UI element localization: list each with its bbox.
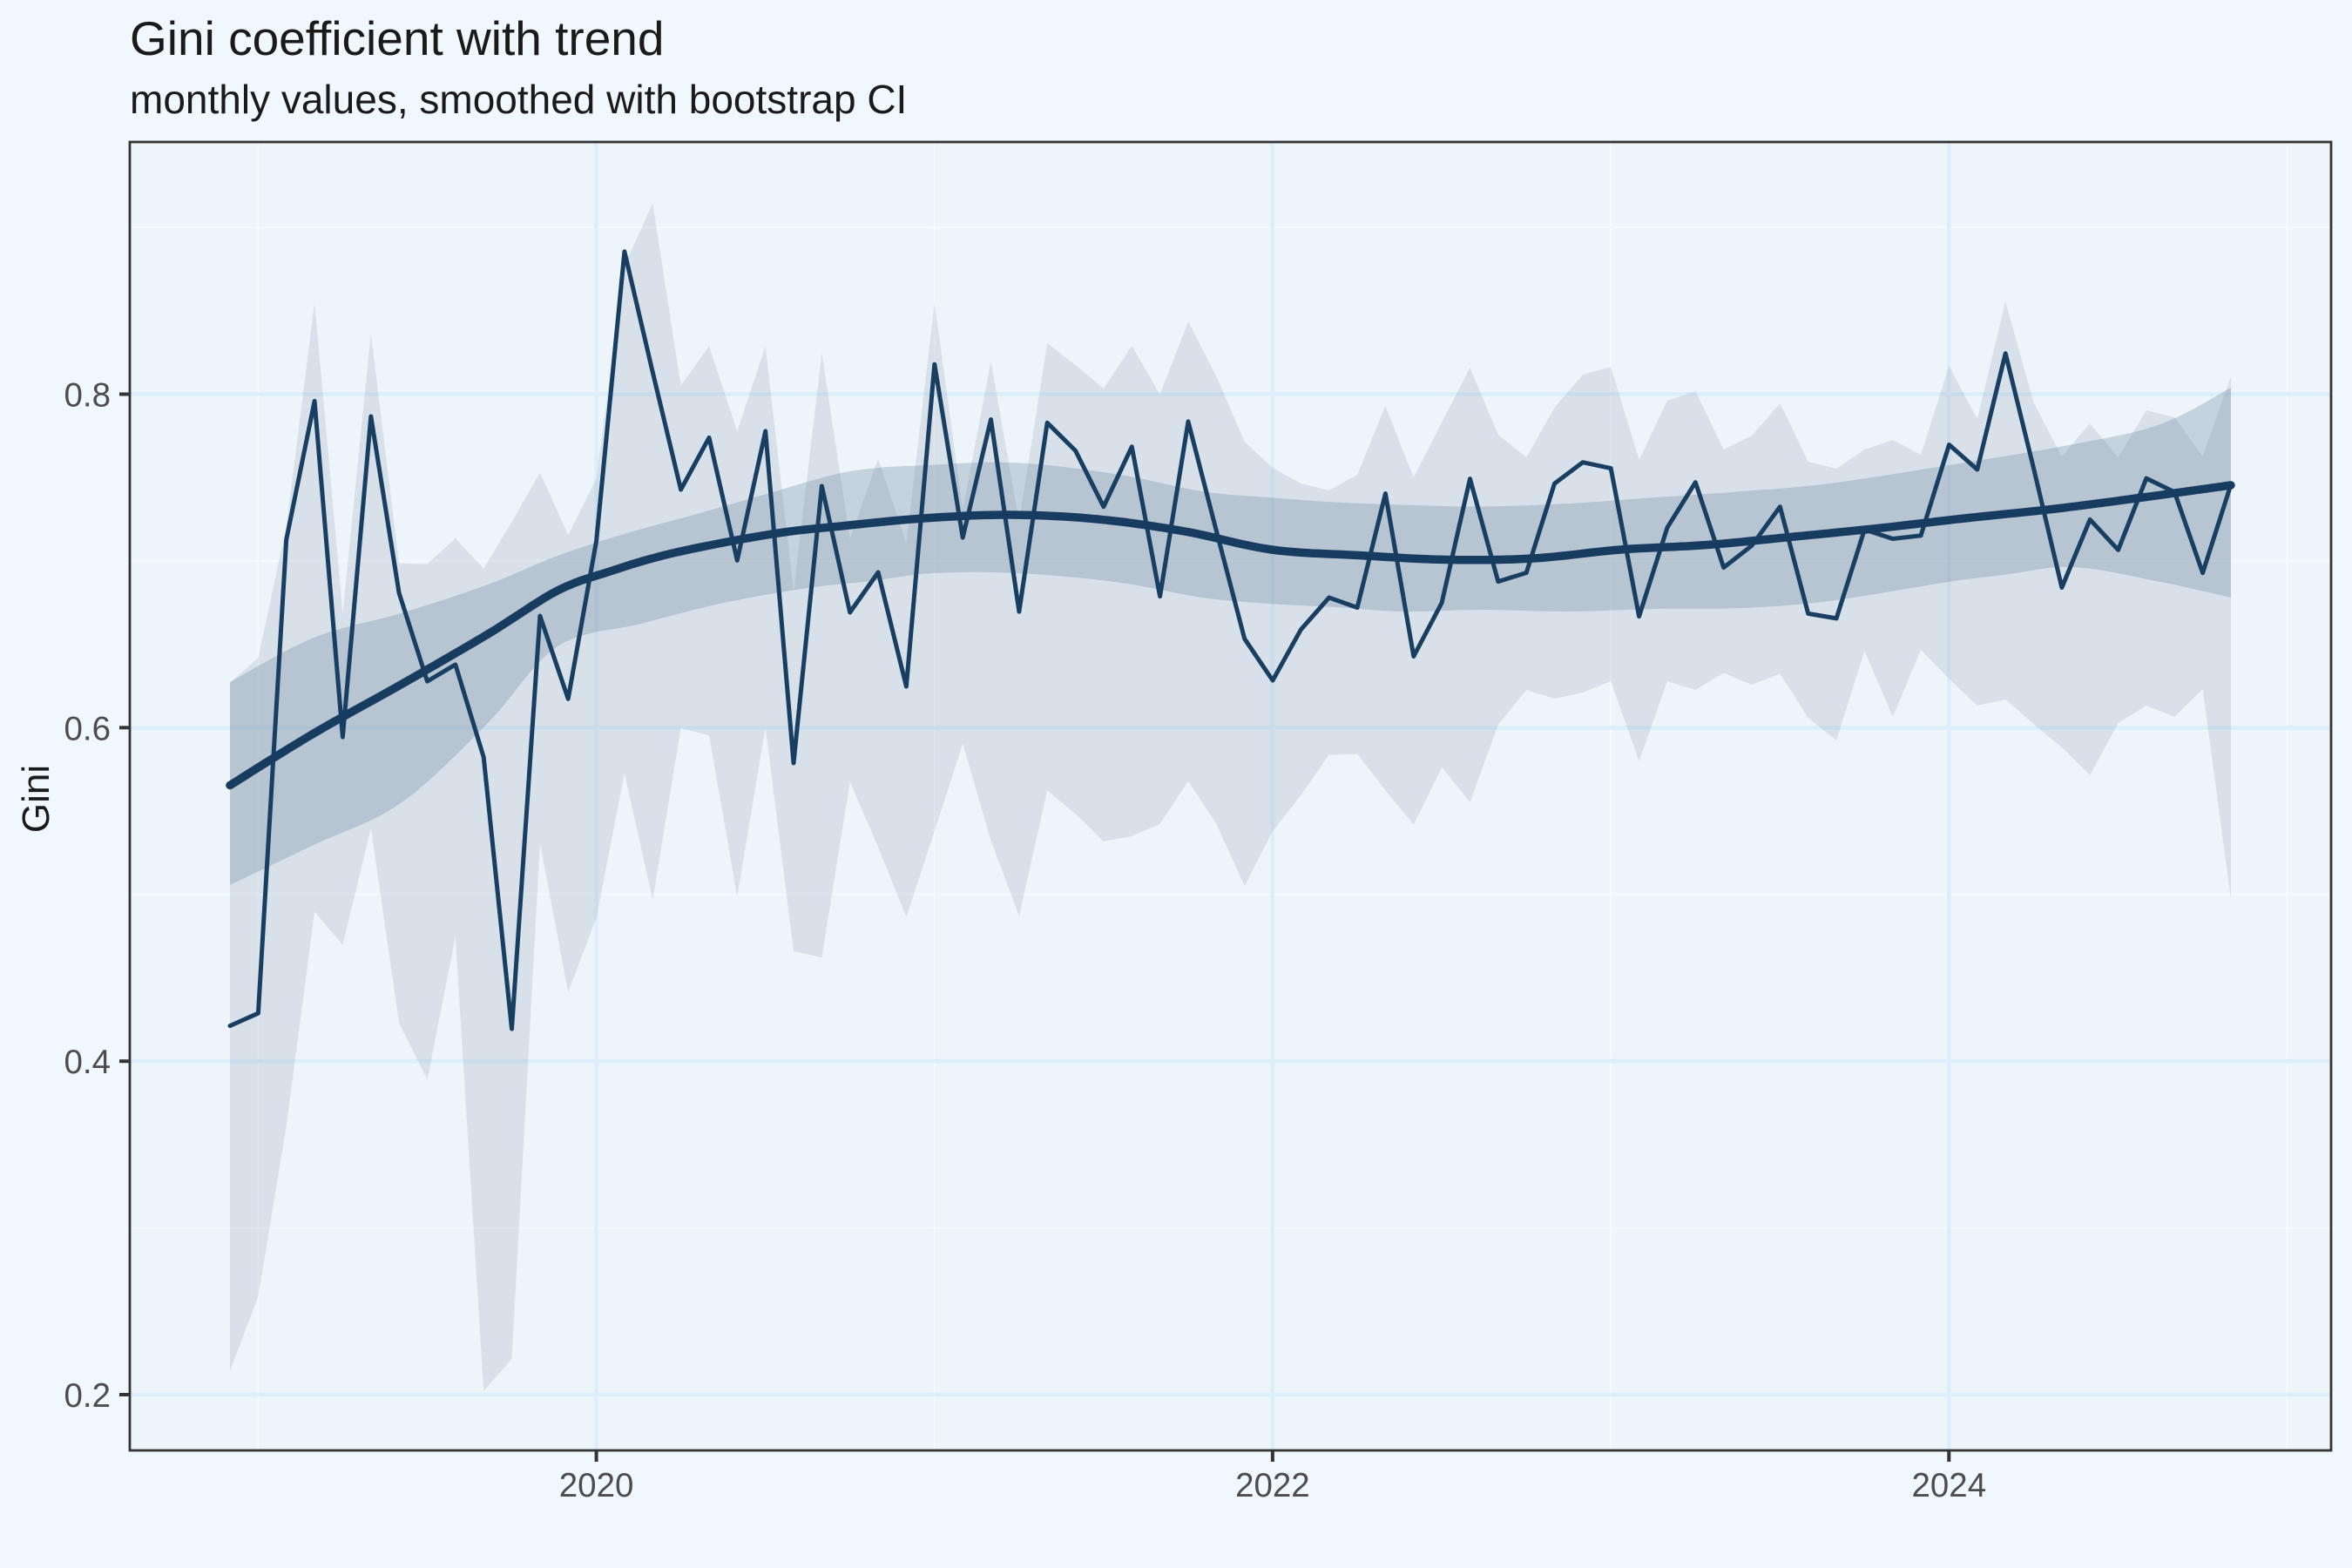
svg-text:0.2: 0.2 — [64, 1377, 111, 1415]
svg-text:monthly values, smoothed with: monthly values, smoothed with bootstrap … — [130, 77, 907, 122]
svg-text:2020: 2020 — [559, 1467, 634, 1504]
svg-text:Gini coefficient with trend: Gini coefficient with trend — [130, 11, 664, 65]
svg-text:0.8: 0.8 — [64, 377, 111, 415]
svg-text:2022: 2022 — [1235, 1467, 1310, 1504]
svg-text:2024: 2024 — [1911, 1467, 1986, 1504]
svg-text:Gini: Gini — [15, 765, 57, 833]
svg-text:0.6: 0.6 — [64, 710, 111, 747]
svg-text:0.4: 0.4 — [64, 1044, 111, 1081]
